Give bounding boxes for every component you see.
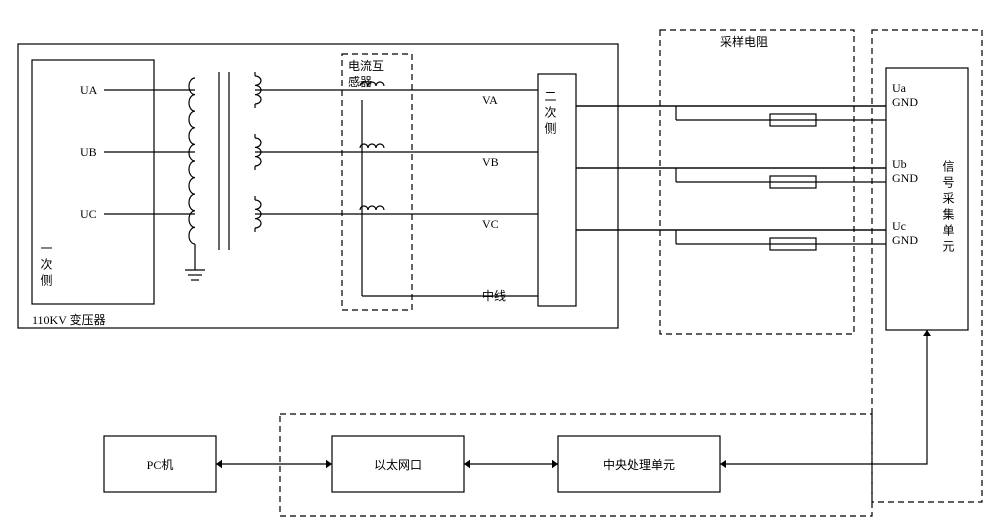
- block-label: 以太网口: [374, 457, 422, 472]
- sampling-resistor-label: 采样电阻: [720, 34, 768, 49]
- acq-gnd-label: GND: [892, 171, 918, 185]
- ct-label-2: 感器: [348, 74, 372, 89]
- ct-label-1: 电流互: [348, 59, 384, 73]
- primary-phase-label: UC: [80, 207, 97, 221]
- neutral-label: 中线: [482, 288, 506, 303]
- secondary-phase-label: VA: [482, 93, 498, 107]
- acq-pin-label: Ub: [892, 157, 907, 171]
- acq-pin-label: Uc: [892, 219, 906, 233]
- secondary-side-label: 二次侧: [543, 90, 557, 135]
- acq-label: 信号采集单元: [941, 160, 955, 253]
- bottom-frame: [280, 414, 872, 516]
- acq-gnd-label: GND: [892, 233, 918, 247]
- acq-pin-label: Ua: [892, 81, 907, 95]
- acq-gnd-label: GND: [892, 95, 918, 109]
- transformer-label: 110KV 变压器: [32, 312, 106, 327]
- primary-phase-label: UA: [80, 83, 98, 97]
- ct-box: [342, 54, 412, 310]
- secondary-phase-label: VB: [482, 155, 499, 169]
- primary-side-label: 一次侧: [39, 242, 53, 287]
- block-label: 中央处理单元: [603, 457, 675, 472]
- block-label: PC机: [147, 458, 174, 472]
- secondary-phase-label: VC: [482, 217, 499, 231]
- primary-phase-label: UB: [80, 145, 97, 159]
- transformer-frame: [18, 44, 618, 328]
- schematic-diagram: 110KV 变压器 一次侧 UA UB UC 电流互感器二次侧 VA VB VC 中线 采样电阻信号…: [0, 0, 1000, 532]
